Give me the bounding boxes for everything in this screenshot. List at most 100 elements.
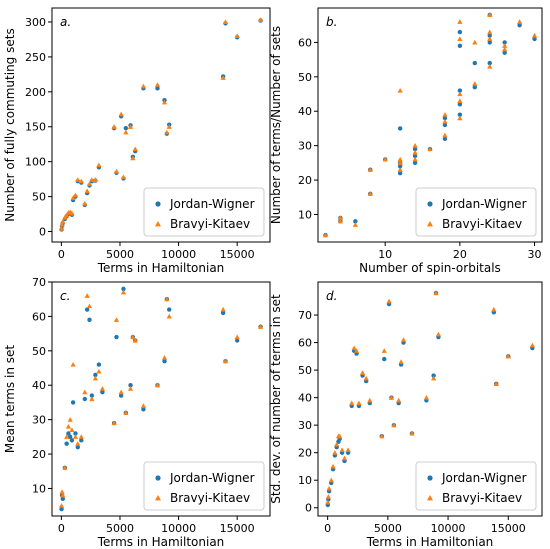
point-jordan-wigner <box>79 438 84 443</box>
x-tick-label: 10000 <box>161 522 196 535</box>
y-tick-label: 0 <box>39 226 46 239</box>
point-bravyi-kitaev <box>123 410 129 415</box>
legend-marker-jordan-wigner <box>427 201 433 207</box>
x-tick-label: 15000 <box>220 248 255 261</box>
plot-area-frame <box>51 7 271 243</box>
point-bravyi-kitaev <box>382 156 388 162</box>
point-bravyi-kitaev <box>398 359 404 364</box>
point-bravyi-kitaev <box>353 348 360 353</box>
x-tick-label: 10 <box>378 248 392 261</box>
point-bravyi-kitaev <box>341 455 348 461</box>
point-bravyi-kitaev <box>113 168 120 174</box>
legend: Jordan-Wigner Bravyi-Kitaev <box>415 461 537 511</box>
point-jordan-wigner <box>397 126 403 131</box>
point-bravyi-kitaev <box>400 337 407 342</box>
point-bravyi-kitaev <box>386 298 392 304</box>
point-bravyi-kitaev <box>118 389 124 395</box>
point-bravyi-kitaev <box>388 395 395 400</box>
point-bravyi-kitaev <box>435 331 442 337</box>
point-bravyi-kitaev <box>502 46 508 52</box>
point-bravyi-kitaev <box>258 324 264 329</box>
legend-marker-jordan-wigner <box>427 475 433 481</box>
point-bravyi-kitaev <box>457 36 463 42</box>
y-tick-label: 60 <box>298 36 312 49</box>
x-axis-label: Number of spin-orbitals <box>359 261 501 275</box>
point-jordan-wigner <box>502 40 507 45</box>
point-bravyi-kitaev <box>60 492 66 498</box>
plot-area-frame <box>317 281 543 517</box>
y-tick-label: 300 <box>25 16 46 29</box>
point-bravyi-kitaev <box>99 386 105 391</box>
y-tick-label: 20 <box>298 174 312 187</box>
legend-marker-bravyi-kitaev <box>427 495 433 501</box>
point-bravyi-kitaev <box>59 221 65 227</box>
legend-label: Bravyi-Kitaev <box>170 491 250 505</box>
panel-tag: d. <box>326 289 337 303</box>
point-bravyi-kitaev <box>328 477 334 483</box>
y-axis-label: Number of terms/Number of sets <box>269 26 283 224</box>
point-bravyi-kitaev <box>457 98 463 103</box>
point-bravyi-kitaev <box>123 129 129 135</box>
point-bravyi-kitaev <box>75 441 81 446</box>
x-tick-label: 30 <box>528 248 542 261</box>
y-tick-label: 10 <box>298 474 312 487</box>
x-tick-label: 0 <box>58 522 65 535</box>
point-bravyi-kitaev <box>433 290 439 296</box>
point-bravyi-kitaev <box>84 293 90 298</box>
panel-a: 0 5000 10000 15000 0 50 100 150 200 250 300 Terms i… <box>3 7 271 275</box>
point-bravyi-kitaev <box>86 303 93 309</box>
point-jordan-wigner <box>442 115 448 121</box>
point-bravyi-kitaev <box>161 355 168 360</box>
y-tick-label: 30 <box>298 140 312 153</box>
point-bravyi-kitaev <box>96 368 102 374</box>
point-bravyi-kitaev <box>62 465 68 470</box>
point-bravyi-kitaev <box>457 19 463 24</box>
point-bravyi-kitaev <box>505 353 511 359</box>
point-bravyi-kitaev <box>367 167 373 172</box>
y-tick-label: 60 <box>298 337 312 350</box>
point-bravyi-kitaev <box>339 447 345 453</box>
y-tick-label: 70 <box>32 276 46 289</box>
point-bravyi-kitaev <box>397 87 403 93</box>
point-jordan-wigner <box>73 431 78 436</box>
point-bravyi-kitaev <box>89 396 95 402</box>
point-jordan-wigner <box>64 441 69 446</box>
y-tick-label: 10 <box>298 208 312 221</box>
point-bravyi-kitaev <box>92 177 98 182</box>
point-jordan-wigner <box>141 407 146 412</box>
point-bravyi-kitaev <box>391 422 397 428</box>
x-tick-label: 15000 <box>220 522 255 535</box>
point-jordan-wigner <box>118 393 124 398</box>
point-jordan-wigner <box>123 125 129 131</box>
point-bravyi-kitaev <box>381 348 387 353</box>
y-tick-label: 40 <box>32 379 46 392</box>
point-bravyi-kitaev <box>164 129 170 135</box>
point-bravyi-kitaev <box>113 317 120 322</box>
point-jordan-wigner <box>487 60 492 66</box>
point-bravyi-kitaev <box>78 178 84 184</box>
point-bravyi-kitaev <box>70 361 76 367</box>
point-bravyi-kitaev <box>140 403 147 408</box>
x-tick-label: 20 <box>453 248 467 261</box>
x-tick-label: 5000 <box>106 522 134 535</box>
point-jordan-wigner <box>167 307 172 312</box>
point-bravyi-kitaev <box>154 382 161 388</box>
point-bravyi-kitaev <box>352 222 358 227</box>
point-jordan-wigner <box>60 496 65 501</box>
panel-tag: a. <box>60 15 71 29</box>
point-jordan-wigner <box>69 438 75 443</box>
point-bravyi-kitaev <box>409 430 415 436</box>
point-bravyi-kitaev <box>120 289 127 295</box>
point-jordan-wigner <box>457 112 463 117</box>
legend-marker-jordan-wigner <box>155 475 161 481</box>
y-tick-label: 100 <box>25 156 46 169</box>
panel-d: 0 5000 10000 15000 0 10 20 30 40 50 60 70 Terms in H… <box>269 281 543 549</box>
x-tick-label: 10000 <box>431 522 466 535</box>
point-bravyi-kitaev <box>412 156 418 162</box>
point-bravyi-kitaev <box>86 181 93 187</box>
y-tick-label: 70 <box>298 309 312 322</box>
point-bravyi-kitaev <box>75 177 81 182</box>
point-bravyi-kitaev <box>60 219 66 224</box>
point-jordan-wigner <box>397 170 403 176</box>
point-bravyi-kitaev <box>220 75 226 80</box>
